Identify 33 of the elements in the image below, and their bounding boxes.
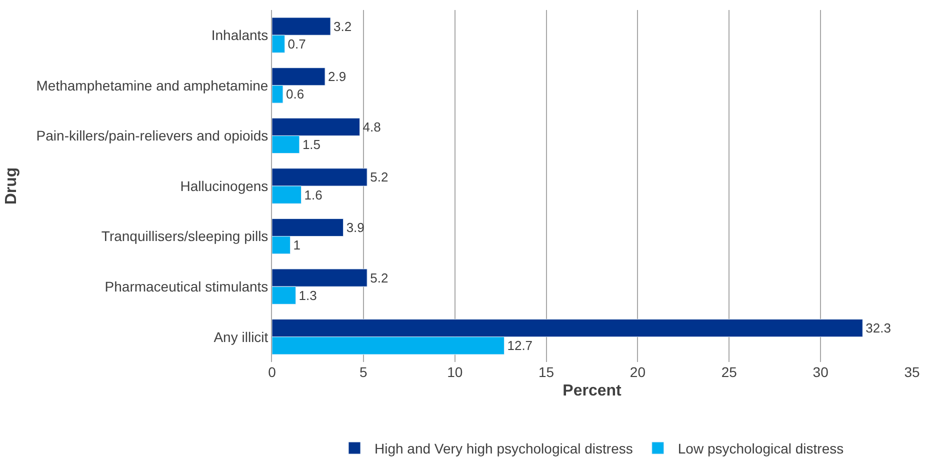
y-tick-label: Methamphetamine and amphetamine	[36, 77, 268, 94]
x-tick-label: 10	[447, 364, 463, 380]
data-label: 0.7	[288, 36, 306, 52]
legend-label: High and Very high psychological distress	[374, 440, 633, 456]
data-label: 1	[293, 238, 301, 253]
data-label: 5.2	[370, 170, 388, 185]
data-label: 0.6	[286, 86, 304, 102]
x-tick-label: 35	[904, 364, 920, 380]
data-label: 1.3	[298, 288, 317, 303]
data-label: 12.7	[507, 338, 533, 354]
data-label: 1.6	[304, 187, 322, 202]
x-tick-label: 30	[812, 364, 829, 380]
data-label: 1.5	[302, 137, 321, 152]
x-tick-label: 5	[360, 364, 368, 380]
y-tick-label: Inhalants	[211, 27, 268, 44]
x-tick-label: 0	[268, 364, 276, 380]
data-label: 3.9	[346, 220, 364, 235]
legend-label: Low psychological distress	[678, 440, 844, 456]
x-tick-label: 15	[538, 364, 554, 380]
x-axis-title: Percent	[562, 382, 622, 400]
data-label: 4.8	[362, 119, 381, 134]
data-label: 32.3	[866, 320, 891, 336]
data-label: 2.9	[328, 69, 346, 84]
y-tick-label: Pain-killers/pain-relievers and opioids	[36, 128, 268, 144]
y-axis-title: Drug	[3, 167, 20, 205]
y-tick-label: Any illicit	[214, 328, 268, 345]
x-tick-label: 25	[721, 364, 738, 380]
y-tick-label: Hallucinogens	[180, 178, 268, 194]
y-tick-label: Tranquillisers/sleeping pills	[101, 228, 268, 244]
y-tick-label: Pharmaceutical stimulants	[104, 278, 268, 294]
x-tick-label: 20	[630, 364, 646, 380]
data-label: 5.2	[370, 270, 388, 286]
data-label: 3.2	[334, 18, 352, 34]
